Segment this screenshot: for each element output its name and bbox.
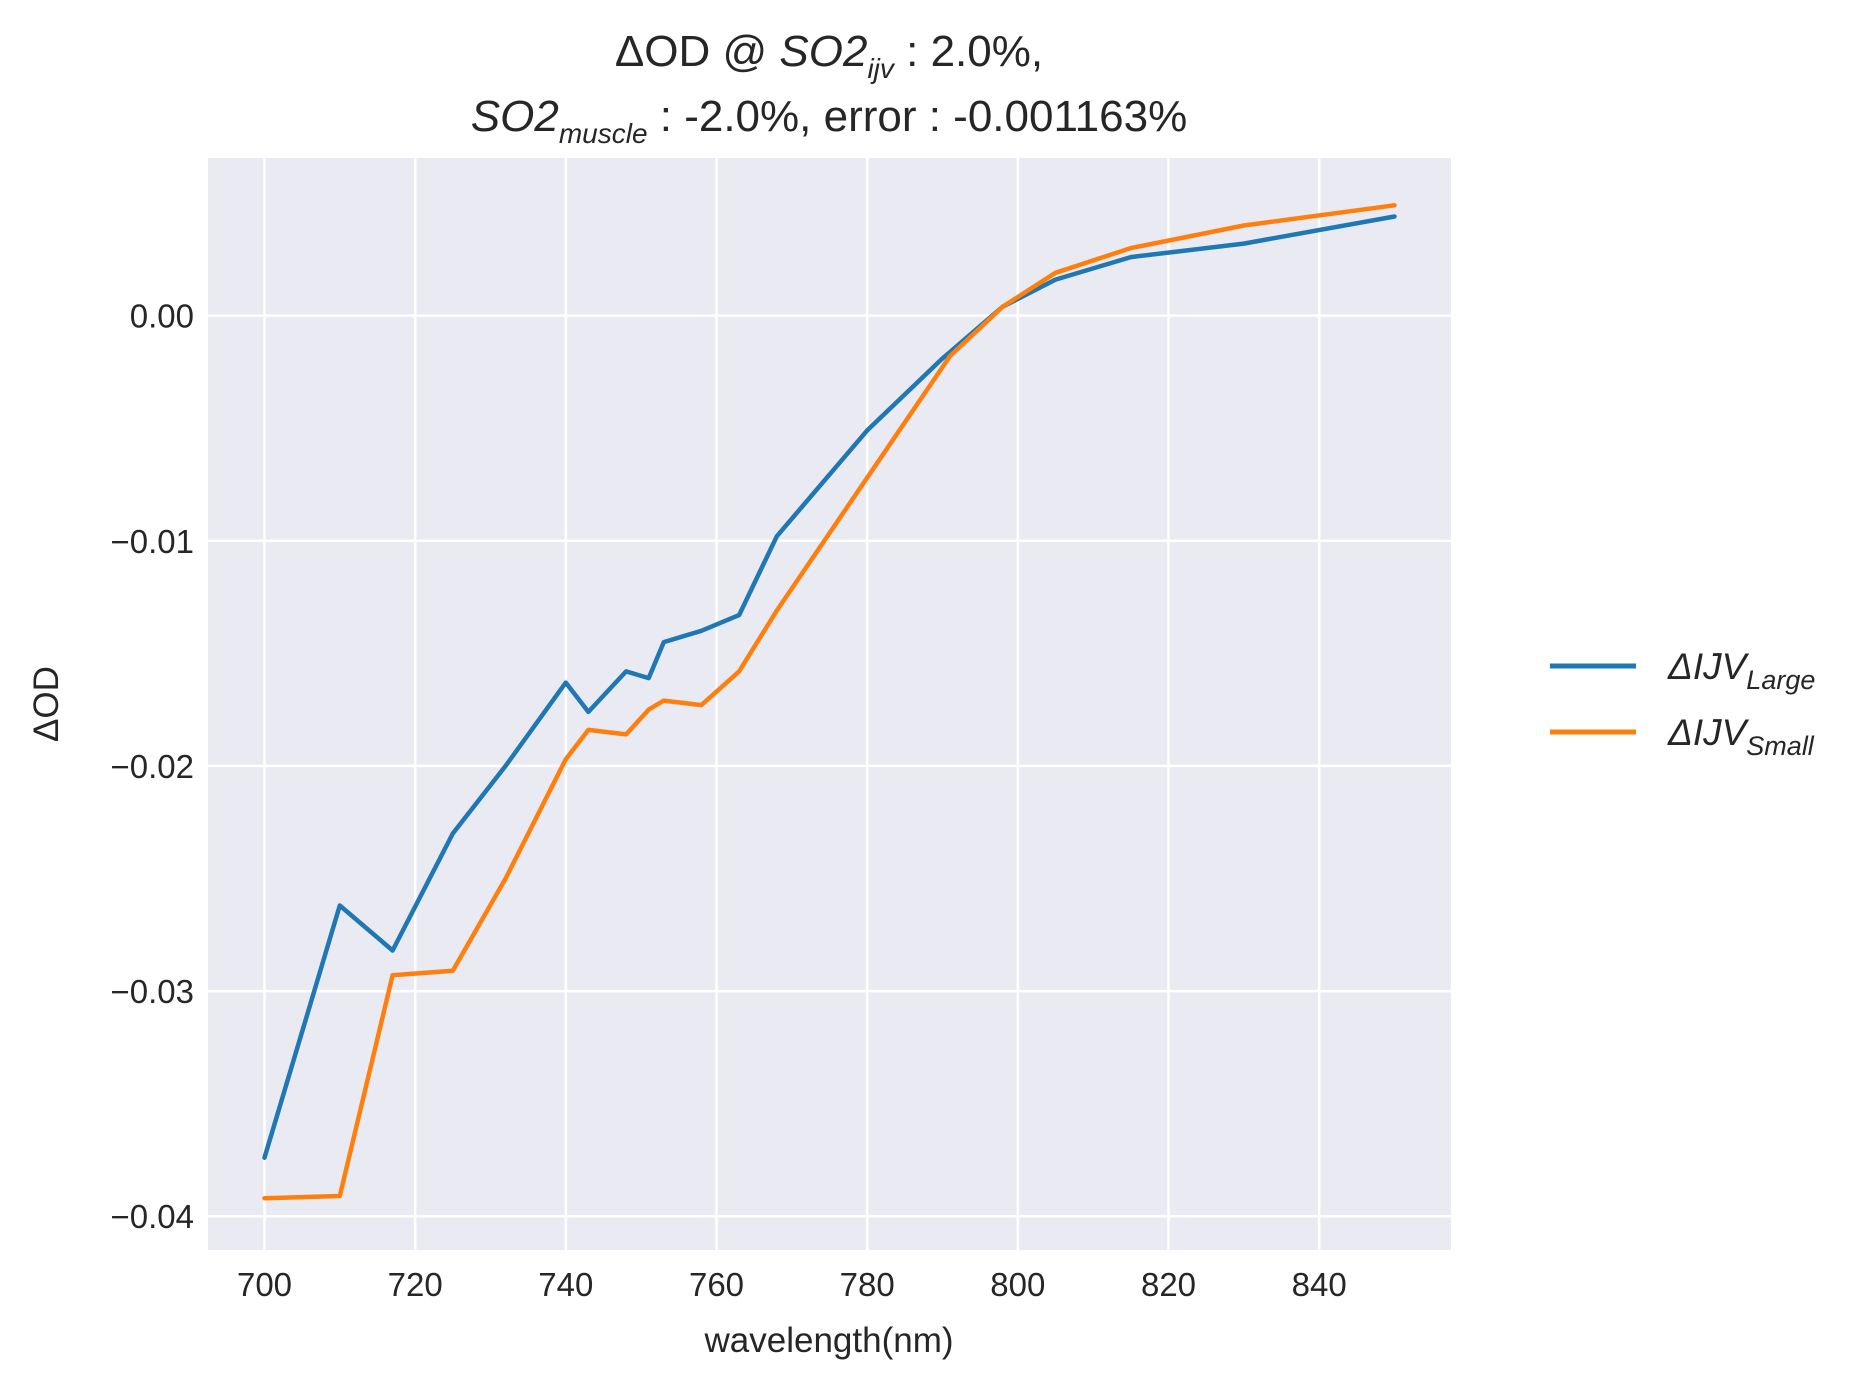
x-axis-label: wavelength(nm) — [704, 1321, 954, 1360]
chart-title-line-1: ΔOD @ SO2ijv : 2.0%, — [615, 27, 1043, 84]
series-lines — [262, 203, 1397, 1201]
x-tick-label: 780 — [840, 1266, 895, 1303]
plot-background — [208, 158, 1451, 1250]
x-tick-label: 840 — [1292, 1266, 1347, 1303]
legend-label-large: ΔIJVLarge — [1667, 646, 1815, 695]
x-tick-label: 720 — [388, 1266, 443, 1303]
y-tick-labels: 0.00 −0.01 −0.02 −0.03 −0.04 — [111, 298, 195, 1236]
x-tick-label: 800 — [990, 1266, 1045, 1303]
y-tick-label: −0.02 — [111, 748, 195, 785]
x-tick-label: 820 — [1141, 1266, 1196, 1303]
y-tick-label: −0.04 — [111, 1198, 195, 1235]
x-tick-label: 700 — [237, 1266, 292, 1303]
legend: ΔIJVLarge ΔIJVSmall — [1550, 646, 1815, 761]
y-tick-label: −0.03 — [111, 973, 195, 1010]
x-tick-labels: 700 720 740 760 780 800 820 840 — [237, 1266, 1347, 1303]
x-tick-label: 740 — [538, 1266, 593, 1303]
grid-lines — [208, 158, 1451, 1250]
y-tick-label: −0.01 — [111, 523, 195, 560]
series-line-large — [262, 214, 1397, 1160]
series-line-small — [262, 203, 1397, 1201]
x-tick-label: 760 — [689, 1266, 744, 1303]
y-tick-label: 0.00 — [130, 298, 194, 335]
legend-label-small: ΔIJVSmall — [1667, 712, 1815, 761]
chart-title-line-2: SO2muscle : -2.0%, error : -0.001163% — [471, 92, 1187, 149]
y-axis-label: ΔOD — [27, 666, 66, 742]
